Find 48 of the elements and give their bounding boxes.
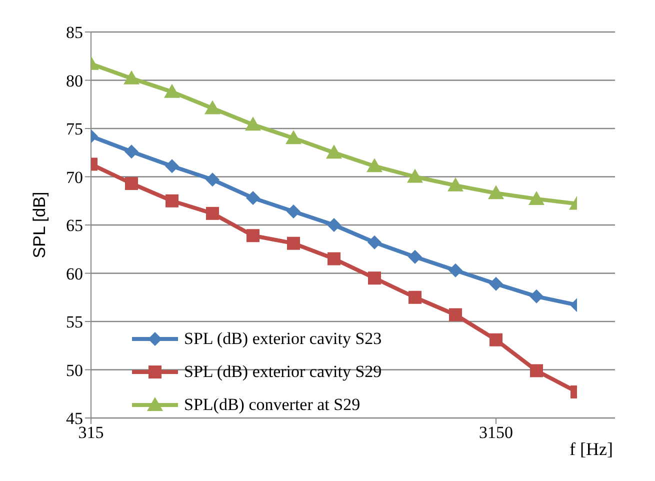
y-tick-label: 80 xyxy=(66,71,83,90)
point xyxy=(489,276,503,291)
x-tick-label: 315 xyxy=(78,423,104,442)
point xyxy=(287,236,300,250)
point xyxy=(246,190,260,205)
point xyxy=(326,144,342,159)
point xyxy=(408,250,422,264)
point xyxy=(124,144,138,159)
y-tick-label: 55 xyxy=(66,312,83,332)
point xyxy=(125,177,138,190)
point xyxy=(368,235,382,250)
y-tick-label: 85 xyxy=(66,23,83,42)
y-tick-label: 75 xyxy=(66,120,83,139)
legend-label: SPL(dB) converter at S29 xyxy=(184,394,360,416)
legend-label: SPL (dB) exterior cavity S23 xyxy=(184,328,382,350)
point xyxy=(164,84,180,98)
y-tick-label: 65 xyxy=(66,216,83,236)
point xyxy=(408,290,422,304)
point xyxy=(166,194,178,208)
x-tick-label: 3150 xyxy=(479,423,513,442)
point xyxy=(206,206,219,220)
y-tick-label: 60 xyxy=(66,264,83,284)
point xyxy=(328,252,340,266)
point xyxy=(407,168,423,183)
point xyxy=(327,218,341,232)
x-axis-title: f [Hz] xyxy=(570,439,613,459)
point xyxy=(286,204,300,218)
point xyxy=(528,190,544,205)
y-tick-label: 50 xyxy=(66,360,83,380)
point xyxy=(245,116,261,131)
point xyxy=(368,272,381,285)
point xyxy=(530,364,543,378)
point xyxy=(448,263,462,278)
point xyxy=(204,100,220,114)
point xyxy=(246,229,260,242)
point xyxy=(366,158,382,172)
y-axis-title: SPL [dB] xyxy=(30,192,50,258)
y-tick-label: 70 xyxy=(66,168,83,187)
point xyxy=(448,177,464,192)
point xyxy=(449,308,462,322)
point xyxy=(490,333,502,346)
point xyxy=(530,289,544,304)
point xyxy=(286,130,302,144)
point xyxy=(206,172,220,187)
legend-label: SPL (dB) exterior cavity S29 xyxy=(184,360,382,382)
point xyxy=(165,159,179,174)
point xyxy=(488,185,504,200)
point xyxy=(124,70,140,84)
